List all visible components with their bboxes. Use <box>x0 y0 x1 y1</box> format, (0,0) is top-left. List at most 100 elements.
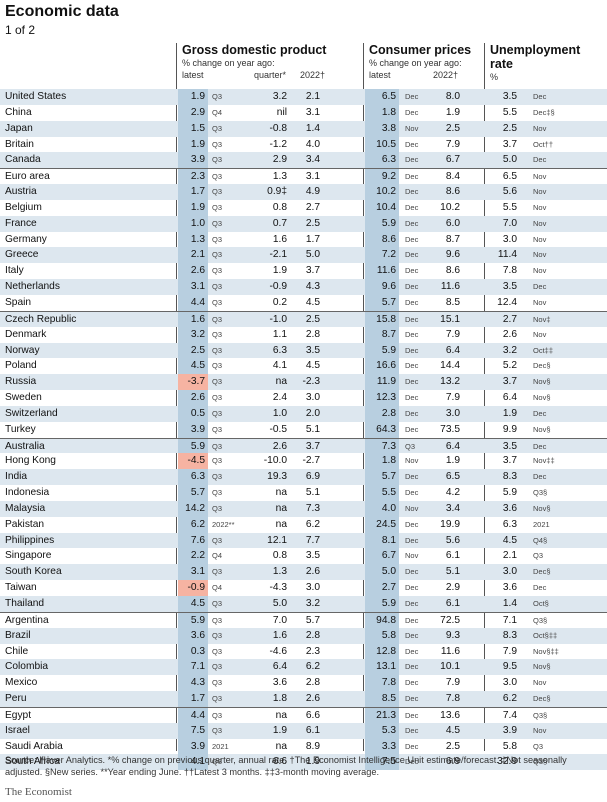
gdp-latest-value: 1.9 <box>190 138 205 150</box>
gdp-highlight <box>178 247 208 264</box>
cpi-period: Dec <box>405 488 419 498</box>
gdp-latest-value: 7.5 <box>190 724 205 736</box>
gdp-2022-value: 3.5 <box>305 550 320 562</box>
gdp-period: Q3 <box>212 662 223 672</box>
unemployment-period: Q4§ <box>533 535 548 545</box>
gdp-quarter-value: 1.3 <box>272 171 287 183</box>
cpi-2022-value: 72.5 <box>440 614 460 626</box>
gdp-2022-value: 4.3 <box>305 281 320 293</box>
country-name: Netherlands <box>5 281 60 293</box>
gdp-highlight <box>178 294 208 311</box>
cpi-latest-value: 7.5 <box>381 756 396 768</box>
cpi-latest-value: 15.8 <box>376 313 396 325</box>
table-row: Mexico 4.3 Q3 3.6 2.8 7.8 Dec 7.9 3.0 Nov <box>0 675 607 692</box>
cpi-latest-value: 10.2 <box>376 186 396 198</box>
country-name: Britain <box>5 138 34 150</box>
gdp-period: Q3 <box>212 123 223 133</box>
unemployment-value: 3.0 <box>502 677 517 689</box>
cpi-highlight <box>365 263 399 280</box>
cpi-2022-value: 10.1 <box>440 661 460 673</box>
unemployment-value: 3.5 <box>502 281 517 293</box>
unemployment-period: Dec§ <box>533 361 551 371</box>
gdp-period: Q3 <box>212 694 223 704</box>
gdp-highlight <box>178 120 208 137</box>
gdp-highlight <box>178 342 208 359</box>
gdp-latest-value: -0.9 <box>187 582 205 594</box>
gdp-period: Q3 <box>212 329 223 339</box>
cpi-period: Dec <box>405 662 419 672</box>
country-name: Israel <box>5 724 30 736</box>
gdp-period: Q3 <box>212 92 223 101</box>
cpi-period: Dec <box>405 282 419 292</box>
table-row: Greece 2.1 Q3 -2.1 5.0 7.2 Dec 9.6 11.4 Nov <box>0 247 607 264</box>
cpi-latest-value: 5.9 <box>381 598 396 609</box>
gdp-latest-value: 6.2 <box>190 518 205 530</box>
gdp-period: Q3 <box>212 503 223 513</box>
unemployment-value: 6.3 <box>502 518 517 530</box>
unemployment-period: Dec <box>533 583 547 593</box>
cpi-highlight <box>365 405 399 422</box>
table-row: Turkey 3.9 Q3 -0.5 5.1 64.3 Dec 73.5 9.9 Nov§ <box>0 421 607 438</box>
gdp-period: Q3 <box>212 266 223 276</box>
table-row: United States 1.9 Q3 3.2 2.1 6.5 Dec 8.0 3.5 Dec <box>0 89 607 105</box>
gdp-highlight <box>178 612 208 628</box>
gdp-2022-value: -2.7 <box>302 455 320 467</box>
gdp-period: Q3 <box>212 202 223 212</box>
gdp-2022-value: 5.7 <box>305 614 320 626</box>
gdp-period: Q3 <box>212 725 223 735</box>
cpi-2022-value: 6.9 <box>445 756 460 768</box>
gdp-latest-value: 2.9 <box>190 106 205 118</box>
cpi-2022-value: 6.4 <box>445 440 460 452</box>
cpi-latest-value: 8.7 <box>381 328 396 340</box>
table-row: Spain 4.4 Q3 0.2 4.5 5.7 Dec 8.5 12.4 Nov <box>0 294 607 311</box>
gdp-2022-value: -2.3 <box>302 376 320 388</box>
country-name: Canada <box>5 154 41 166</box>
cpi-latest-value: 12.3 <box>376 392 396 404</box>
table-row: China 2.9 Q4 nil 3.1 1.8 Dec 1.9 5.5 Dec‡§ <box>0 104 607 121</box>
unemployment-value: 7.0 <box>502 217 517 229</box>
gdp-latest-value: 3.2 <box>190 328 205 340</box>
gdp-quarter-value: 6.4 <box>272 661 287 673</box>
table-row: India 6.3 Q3 19.3 6.9 5.7 Dec 6.5 8.3 Dec <box>0 469 607 486</box>
cpi-highlight <box>365 691 399 707</box>
unemployment-period: Nov <box>533 218 547 228</box>
unemployment-value: 5.0 <box>502 154 517 166</box>
gdp-quarter-value: 1.9 <box>272 265 287 277</box>
unemployment-value: 3.6 <box>502 582 517 594</box>
unemployment-period: Nov§ <box>533 662 551 672</box>
gdp-latest-value: 5.7 <box>190 487 205 499</box>
gdp-latest-value: 0.5 <box>190 407 205 419</box>
unemployment-value: 1.9 <box>502 407 517 419</box>
gdp-period: Q3 <box>212 377 223 387</box>
gdp-2022-value: 3.5 <box>305 344 320 356</box>
gdp-latest-value: 3.9 <box>190 423 205 435</box>
table-row: Germany 1.3 Q3 1.6 1.7 8.6 Dec 8.7 3.0 Nov <box>0 231 607 248</box>
unemployment-period: Nov <box>533 329 547 339</box>
gdp-2022-value: 1.4 <box>305 122 320 134</box>
table-row: Sweden 2.6 Q3 2.4 3.0 12.3 Dec 7.9 6.4 Nov§ <box>0 390 607 406</box>
gdp-2022-value: 2.8 <box>305 677 320 689</box>
unemployment-value: 3.9 <box>502 724 517 736</box>
brand-logo-text: The Economist <box>5 786 72 798</box>
gdp-latest-value: 4.1 <box>190 756 205 768</box>
cpi-period: Dec <box>405 725 419 735</box>
cpi-highlight <box>365 247 399 264</box>
cpi-period: Dec <box>405 472 419 482</box>
gdp-highlight <box>178 136 208 153</box>
gdp-2022-value: 4.9 <box>305 186 320 198</box>
unemployment-period: Nov <box>533 678 547 688</box>
gdp-col-quarter: quarter* <box>254 70 287 80</box>
cpi-highlight <box>365 722 399 739</box>
cpi-highlight <box>365 564 399 581</box>
gdp-highlight <box>178 500 208 517</box>
cpi-2022-value: 5.6 <box>445 534 460 546</box>
unemployment-value: 7.1 <box>502 614 517 626</box>
gdp-header: Gross domestic product % change on year … <box>182 43 362 81</box>
cpi-period: Dec <box>405 599 419 608</box>
gdp-quarter-value: -4.6 <box>269 645 287 657</box>
gdp-quarter-value: 1.1 <box>272 328 287 340</box>
unemployment-value: 6.2 <box>502 693 517 705</box>
country-name: Belgium <box>5 201 42 213</box>
cpi-2022-value: 8.6 <box>445 265 460 277</box>
gdp-highlight <box>178 215 208 232</box>
